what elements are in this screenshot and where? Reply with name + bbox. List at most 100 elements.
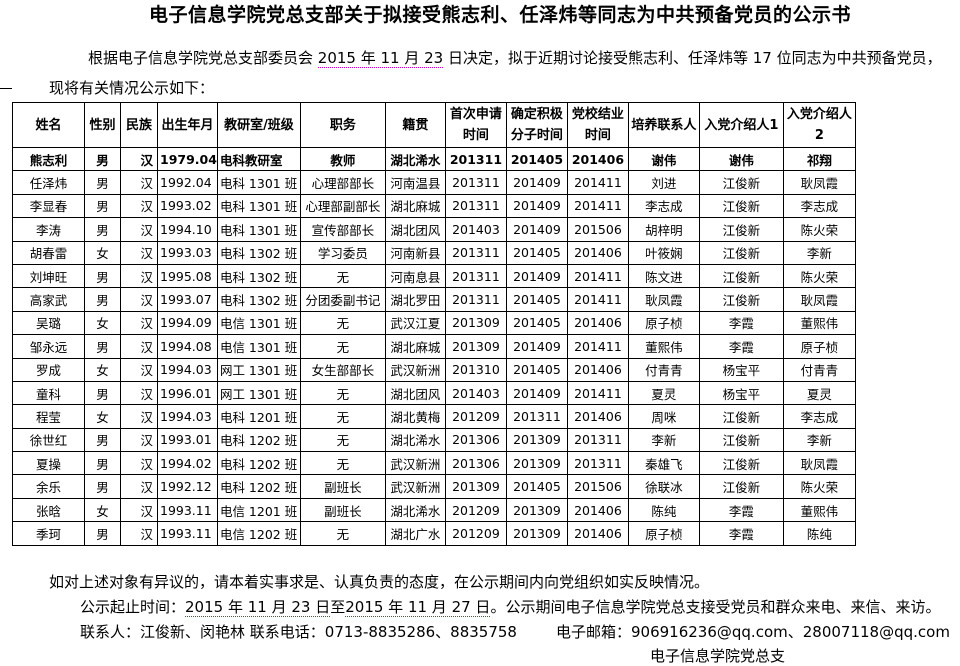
table-cell: 原子桢 [782,334,856,359]
table-cell: 无 [299,310,386,336]
table-cell: 电科 1202 班 [216,474,301,499]
table-cell: 男 [84,193,121,219]
table-cell: 耿凤霞 [782,287,856,312]
contact-info: 联系人：江俊新、闵艳林 联系电话：0713-8835286、8835758 [80,623,517,641]
table-cell: 1996.01 [157,380,218,406]
table-cell: 201209 [444,521,507,546]
table-cell: 201411 [566,380,629,406]
table-cell: 叶筱娴 [627,240,700,265]
table-row: 胡春雷女汉 1993.03 电科 1302 班学习委员 河南新县 201311 20140… [12,240,856,265]
table-cell: 祁翔 [782,146,856,172]
table-cell: 男 [84,334,121,359]
table-cell: 201311 [444,287,507,312]
table-cell: 汉 [120,170,158,195]
period-post: 。公示期间电子信息学院党总支接受党员和群众来电、来信、来访。 [490,598,941,616]
table-cell: 201311 [566,451,629,476]
table-cell: 电科 1202 班 [216,427,301,453]
table-cell: 201411 [566,170,629,195]
table-row: 熊志利男汉 1979.04 电科教研室 教师 湖北浠水 201311 201405 20140… [12,146,856,172]
table-cell: 李涛 [12,217,85,242]
column-header: 入党介绍人1 [698,102,784,148]
table-cell: 汉 [120,427,158,453]
table-cell: 陈火荣 [782,217,856,242]
column-header: 入党介绍人2 [782,102,856,148]
table-cell: 男 [84,217,121,242]
table-cell: 女 [84,310,121,336]
table-cell: 201409 [505,263,568,289]
table-cell: 电信 1201 班 [216,497,301,523]
table-cell: 谢伟 [698,146,784,172]
table-cell: 电科 1301 班 [216,193,301,219]
table-cell: 心理部副部长 [299,193,386,219]
ruler-mark [0,88,12,89]
table-cell: 201409 [505,217,568,242]
table-cell: 1994.10 [157,217,218,242]
table-cell: 无 [299,334,386,359]
table-cell: 刘坤旺 [12,263,85,289]
table-cell: 女 [84,404,121,429]
column-header: 职务 [299,102,386,148]
table-cell: 1993.01 [157,427,218,453]
table-cell: 男 [84,451,121,476]
period-mid: 至 [330,598,346,616]
table-cell: 李新 [782,427,856,453]
table-cell: 胡梓明 [627,217,700,242]
table-cell: 夏操 [12,451,85,476]
table-cell: 学习委员 [299,240,386,265]
table-cell: 201405 [505,474,568,499]
table-row: 吴璐女汉 1994.09 电信 1301 班无武汉江夏 201309 201405 201… [12,310,856,336]
table-cell: 秦雄飞 [627,451,700,476]
table-row: 刘坤旺男汉 1995.08 电科 1302 班无河南息县 201311 201409 20… [12,263,856,289]
table-cell: 宣传部部长 [299,217,386,242]
table-cell: 201309 [505,451,568,476]
table-cell: 周咪 [627,404,700,429]
table-cell: 吴璐 [12,310,85,336]
table-cell: 1993.11 [157,521,218,546]
table-cell: 李霞 [698,497,784,523]
table-cell: 女 [84,497,121,523]
table-cell: 江俊新 [698,474,784,499]
table-header-row: 姓名 性别 民族 出生年月 教研室/班级 职务 籍贯 首次申请时间 确定积极分子时间 党校结业时间… [12,102,856,148]
table-cell: 电信 1301 班 [216,310,301,336]
table-cell: 陈纯 [782,521,856,546]
table-cell: 201411 [566,193,629,219]
table-cell: 汉 [120,240,158,265]
table-cell: 201309 [444,310,507,336]
table-cell: 武汉新洲 [384,451,446,476]
table-cell: 201405 [505,240,568,265]
table-cell: 电科教研室 [216,146,301,172]
table-row: 罗成女汉 1994.03 网工 1301 班女生部部长 武汉新洲 201310 20140… [12,357,856,382]
table-cell: 201309 [505,521,568,546]
table-cell: 湖北黄梅 [384,404,446,429]
table-cell: 武汉新洲 [384,357,446,382]
table-cell: 201403 [444,217,507,242]
table-cell: 耿凤霞 [782,170,856,195]
table-cell: 心理部部长 [299,170,386,195]
table-cell: 汉 [120,287,158,312]
table-cell: 江俊新 [698,217,784,242]
table-cell: 201310 [444,357,507,382]
table-cell: 201406 [566,497,629,523]
column-header: 姓名 [12,102,85,148]
table-cell: 副班长 [299,497,386,523]
table-cell: 201311 [444,146,507,172]
table-cell: 201311 [444,263,507,289]
table-cell: 201409 [505,193,568,219]
column-header: 民族 [120,102,158,148]
table-cell: 熊志利 [12,146,85,172]
table-cell: 1993.02 [157,193,218,219]
table-cell: 男 [84,263,121,289]
table-cell: 201405 [505,146,568,172]
table-cell: 201405 [505,357,568,382]
table-cell: 湖北浠水 [384,427,446,453]
table-cell: 201309 [505,427,568,453]
intro-line-2: 现将有关情况公示如下： [49,79,215,97]
table-cell: 201506 [566,217,629,242]
table-cell: 江俊新 [698,427,784,453]
table-row: 童科男汉 1996.01 网工 1301 班无湖北团风 201403 201409 201… [12,380,856,406]
table-cell: 电科 1202 班 [216,451,301,476]
table-cell: 徐世红 [12,427,85,453]
intro-line-1: 根据电子信息学院党总支部委员会 2015 年 11 月 23 日决定，拟于近期讨… [88,47,942,68]
table-cell: 李志成 [782,404,856,429]
table-cell: 201306 [444,427,507,453]
